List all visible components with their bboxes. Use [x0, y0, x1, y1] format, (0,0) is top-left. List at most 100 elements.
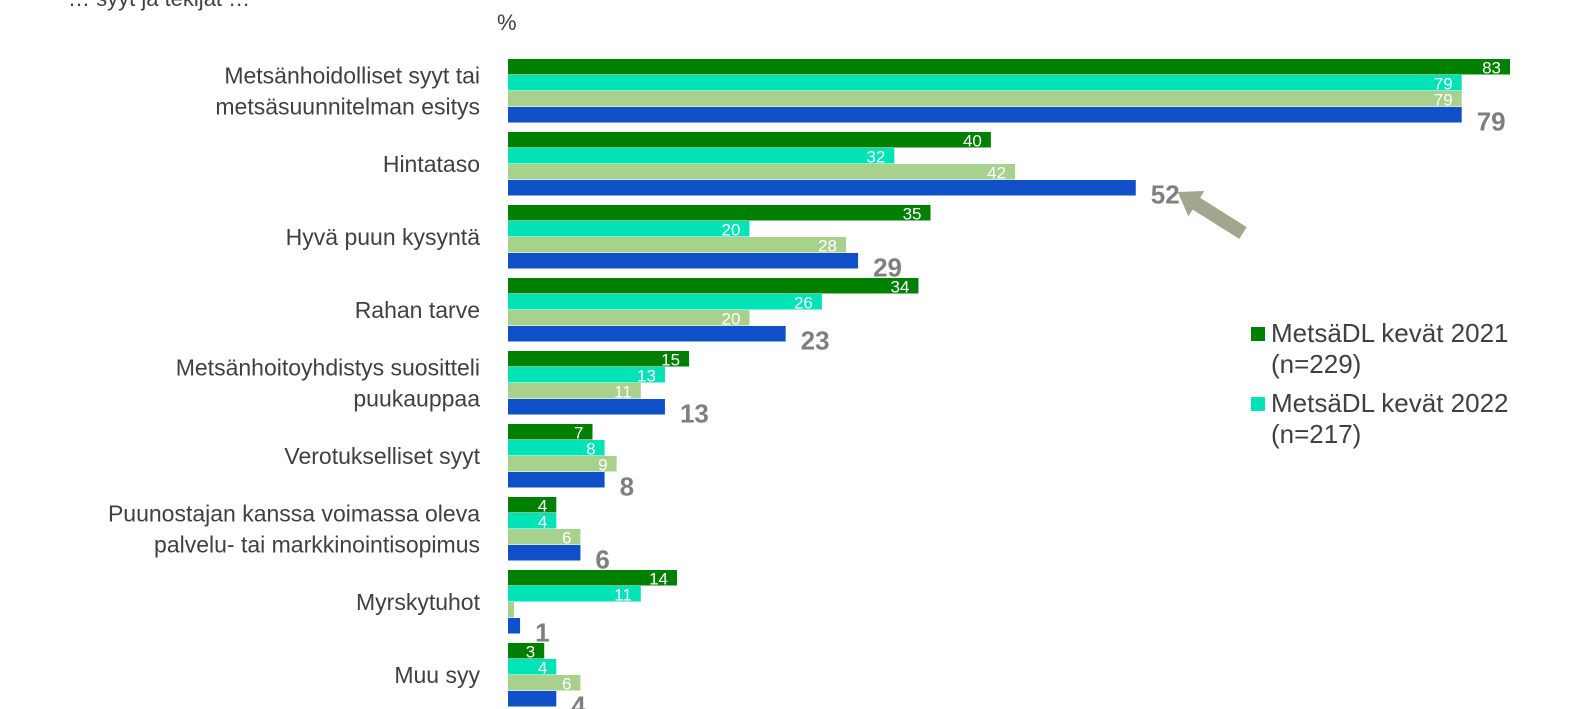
bar	[508, 383, 641, 399]
data-label: 79	[1434, 75, 1453, 94]
data-label: 83	[1482, 59, 1501, 78]
category-label-line: Rahan tarve	[355, 297, 480, 323]
data-label: 4	[538, 513, 547, 532]
bar	[508, 497, 557, 513]
data-label: 28	[818, 237, 837, 256]
category-labels: Metsänhoidolliset syyt tai metsäsuunnitel…	[108, 63, 481, 689]
bar	[508, 294, 822, 310]
category-label-line: puukauppaa	[353, 386, 480, 412]
data-label: 9	[598, 456, 607, 475]
arrow-shape	[1177, 191, 1247, 239]
bar	[508, 529, 581, 545]
bar	[508, 326, 786, 342]
bar	[508, 399, 665, 415]
bars-group: 8379797940324252352028293426202315131113…	[508, 59, 1510, 709]
category-label: Metsänhoidolliset syyt tai metsäsuunnitel…	[215, 63, 480, 120]
data-label: 13	[637, 367, 656, 386]
bar	[508, 59, 1510, 75]
bar	[508, 310, 750, 326]
data-label: 6	[562, 675, 571, 694]
data-label: 32	[866, 148, 885, 167]
data-label-highlight: 29	[873, 253, 902, 283]
bar	[508, 659, 557, 675]
category-label: Rahan tarve	[355, 297, 480, 323]
data-label: 40	[963, 132, 982, 151]
bar	[508, 351, 690, 367]
data-label: 20	[722, 221, 741, 240]
legend-item-2021: MetsäDL kevät 2021 (n=229)	[1251, 318, 1579, 380]
data-label-highlight: 8	[620, 472, 634, 502]
category-label-line: metsäsuunnitelman esitys	[215, 94, 480, 120]
data-label: 3	[526, 643, 535, 662]
legend-label-2022: MetsäDL kevät 2022 (n=217)	[1271, 388, 1509, 449]
data-label-highlight: 79	[1477, 107, 1506, 137]
bar	[508, 75, 1462, 91]
legend-item-2022: MetsäDL kevät 2022 (n=217)	[1251, 388, 1579, 450]
category-label-line: Myrskytuhot	[356, 589, 481, 615]
data-label: 26	[794, 294, 813, 313]
category-label-line: Muu syy	[394, 662, 480, 688]
legend: MetsäDL kevät 2021 (n=229) MetsäDL kevät…	[1251, 318, 1579, 458]
legend-label-2021: MetsäDL kevät 2021 (n=229)	[1271, 318, 1509, 379]
data-label: 11	[614, 383, 632, 402]
bar	[508, 513, 557, 529]
category-label-line: Hintataso	[383, 151, 480, 177]
data-label-highlight: 6	[595, 545, 609, 575]
chart-title: … syyt ja tekijät …	[68, 0, 250, 11]
bar	[508, 691, 557, 707]
bar	[508, 237, 847, 253]
category-label: Myrskytuhot	[356, 589, 481, 615]
category-label: Muu syy	[394, 662, 480, 688]
data-label-highlight: 13	[680, 399, 709, 429]
bar	[508, 602, 515, 618]
category-label-line: Verotukselliset syyt	[284, 443, 480, 469]
data-label: 8	[586, 440, 595, 459]
data-label: 4	[538, 497, 547, 516]
data-label: 15	[661, 351, 680, 370]
data-label: 35	[903, 205, 922, 224]
category-label-line: palvelu- tai markkinointisopimus	[154, 532, 480, 558]
data-label: 42	[987, 164, 1006, 183]
bar	[508, 205, 931, 221]
data-label: 14	[649, 570, 668, 589]
bar	[508, 180, 1136, 196]
data-label: 79	[1434, 91, 1453, 110]
data-label: 7	[574, 424, 583, 443]
bar	[508, 107, 1462, 123]
bar	[508, 221, 750, 237]
bar	[508, 367, 665, 383]
bar	[508, 675, 581, 691]
bar	[508, 278, 919, 294]
category-label-line: Hyvä puun kysyntä	[286, 224, 481, 250]
data-label-highlight: 52	[1151, 180, 1180, 210]
category-label-line: Puunostajan kanssa voimassa oleva	[108, 501, 480, 527]
bar	[508, 132, 991, 148]
annotation-group	[1177, 191, 1247, 239]
data-label: 4	[538, 659, 547, 678]
bar	[508, 164, 1016, 180]
bar	[508, 586, 641, 602]
legend-swatch-2021	[1251, 327, 1265, 341]
data-label-highlight: 23	[801, 326, 830, 356]
category-label: Hintataso	[383, 151, 480, 177]
bar	[508, 456, 617, 472]
data-label-highlight: 1	[535, 618, 549, 648]
unit-label: %	[497, 10, 517, 35]
bar	[508, 424, 593, 440]
category-label: Metsänhoitoyhdistys suositteli puukauppaa	[176, 355, 480, 412]
data-label: 34	[891, 278, 910, 297]
bar	[508, 440, 605, 456]
bar	[508, 148, 895, 164]
data-label: 20	[722, 310, 741, 329]
data-label: 11	[614, 586, 632, 605]
bar	[508, 472, 605, 488]
legend-swatch-2022	[1251, 397, 1265, 411]
category-label-line: Metsänhoitoyhdistys suositteli	[176, 355, 480, 381]
bar	[508, 545, 581, 561]
arrow-annotation	[1177, 191, 1247, 239]
bar	[508, 643, 545, 659]
category-label: Puunostajan kanssa voimassa oleva palvelu…	[108, 501, 480, 558]
category-label-line: Metsänhoidolliset syyt tai	[224, 63, 480, 89]
bar	[508, 570, 678, 586]
